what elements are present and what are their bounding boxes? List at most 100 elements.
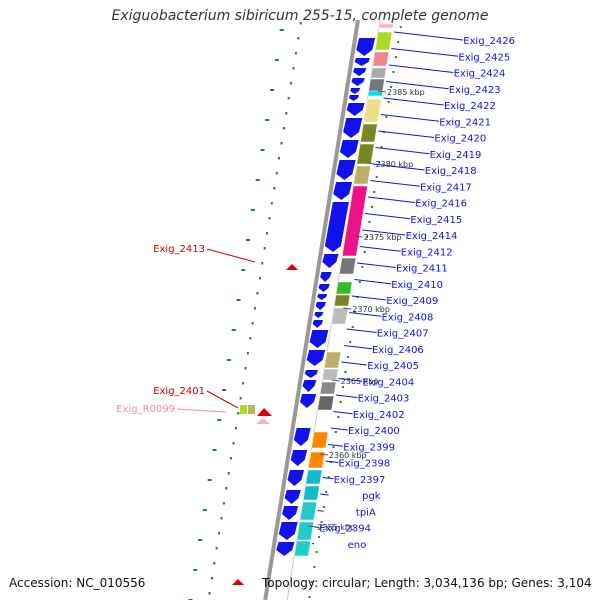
gene-label[interactable]: tpiA [356, 507, 376, 518]
cog-block [333, 294, 351, 307]
backbone-line [263, 19, 360, 600]
cds-arrow [350, 88, 361, 94]
cog-block [308, 451, 326, 469]
gene-label[interactable]: Exig_2426 [463, 36, 515, 47]
left-gene-label[interactable]: Exig_2413 [153, 244, 205, 255]
gene-label[interactable]: Exig_2419 [430, 150, 482, 161]
gene-label[interactable]: pgk [362, 491, 381, 502]
gene-callout-line [349, 312, 382, 317]
gene-label[interactable]: Exig_2400 [348, 426, 400, 437]
gene-label[interactable]: Exig_2397 [334, 475, 386, 486]
ruler-tick [331, 379, 340, 382]
gene-callout-line [388, 64, 454, 73]
cog-block [293, 540, 311, 557]
gene-callout-line [333, 411, 353, 415]
gene-label[interactable]: Exig_2420 [434, 134, 486, 145]
gene-label[interactable]: Exig_2417 [420, 182, 472, 193]
gc-dot [239, 397, 242, 400]
cds-arrow [287, 470, 304, 486]
gene-label[interactable]: Exig_2415 [410, 215, 462, 226]
cog-block [331, 307, 349, 325]
gene-callout-line [343, 345, 372, 350]
gene-label[interactable]: Exig_2422 [444, 101, 496, 112]
ruler-label: 2380 kbp [375, 160, 413, 169]
gc-dot [261, 262, 264, 265]
cog-block-minus [240, 405, 247, 414]
gc-dot [225, 487, 228, 490]
gc-dot-inner [320, 521, 323, 523]
gene-callout-line [364, 213, 411, 220]
gene-label[interactable]: Exig_2405 [367, 361, 419, 372]
gc-dot-inner [390, 86, 393, 88]
gc-dash [260, 149, 265, 151]
cds-arrow [299, 394, 317, 408]
gene-label[interactable]: Exig_2394 [319, 524, 371, 535]
left-gene-label[interactable]: Exig_R0099 [116, 404, 175, 415]
gene-label[interactable]: Exig_2418 [425, 166, 477, 177]
gene-label[interactable]: Exig_2407 [377, 329, 429, 340]
gc-dash [222, 389, 227, 391]
gc-dot-inner [378, 161, 381, 163]
gc-dot [282, 127, 285, 130]
gc-dot-inner [349, 341, 352, 343]
cog-block [302, 485, 320, 501]
gene-label[interactable]: Exig_2423 [449, 85, 501, 96]
gene-label[interactable]: Exig_2402 [353, 410, 405, 421]
gene-callout-line [391, 48, 459, 57]
gene-label[interactable]: Exig_2416 [415, 199, 467, 210]
gc-dot [258, 277, 261, 280]
gc-dot [222, 502, 225, 505]
cog-block [324, 351, 342, 369]
gene-label[interactable]: Exig_2412 [401, 247, 453, 258]
cds-arrow [322, 254, 339, 268]
gene-label[interactable]: Exig_2406 [372, 345, 424, 356]
gc-dot [244, 367, 247, 370]
gc-dash [226, 359, 231, 361]
gene-label[interactable]: Exig_2414 [406, 231, 458, 242]
cds-arrow [302, 380, 317, 392]
gene-callout-line [386, 81, 449, 90]
gene-label[interactable]: Exig_2410 [391, 280, 443, 291]
ruler-tick [377, 90, 387, 93]
cog-block [372, 51, 390, 67]
ruler-label: 2375 kbp [364, 233, 402, 242]
left-gene-label-callouts: Exig_2413 Exig_2401 Exig_R0099 [116, 244, 256, 415]
gene-label[interactable]: Exig_2399 [343, 442, 395, 453]
cds-arrow [320, 272, 332, 282]
gene-label[interactable]: Exig_2425 [458, 52, 510, 63]
gc-dot [234, 427, 237, 430]
gene-callout-line [383, 97, 444, 106]
cds-arrow [293, 428, 311, 446]
gene-label[interactable]: Exig_2403 [358, 394, 410, 405]
gc-dot-inner [318, 536, 321, 538]
gene-label[interactable]: Exig_2421 [439, 117, 491, 128]
gene-label[interactable]: Exig_2409 [386, 296, 438, 307]
gc-dot [251, 322, 254, 325]
gc-dot-inner [339, 401, 342, 403]
cog-block [368, 78, 385, 93]
gc-dot-inner [368, 221, 371, 223]
gc-dot-inner [344, 371, 347, 373]
gene-label[interactable]: eno [348, 540, 367, 551]
gc-dot-inner [313, 566, 316, 568]
cds-arrow [351, 78, 365, 86]
gene-label[interactable]: Exig_2411 [396, 264, 448, 275]
gene-label[interactable]: Exig_2424 [454, 69, 506, 80]
gene-label[interactable]: Exig_2404 [362, 377, 414, 388]
gc-dot [230, 457, 233, 460]
gc-dot [273, 187, 276, 190]
gc-dash [255, 179, 260, 181]
gc-dot [256, 292, 259, 295]
gc-dot [275, 172, 278, 175]
gene-label[interactable]: Exig_2398 [338, 459, 390, 470]
cds-arrow [315, 302, 326, 310]
gc-dash [212, 449, 217, 451]
gene-callout-line [346, 328, 377, 333]
left-gene-label[interactable]: Exig_2401 [153, 386, 205, 397]
gc-dot-inner [370, 206, 373, 208]
gene-label[interactable]: Exig_2408 [382, 312, 434, 323]
gc-dot [280, 142, 283, 145]
gc-dot-inner [322, 506, 325, 508]
gene-callout-line [367, 196, 416, 203]
